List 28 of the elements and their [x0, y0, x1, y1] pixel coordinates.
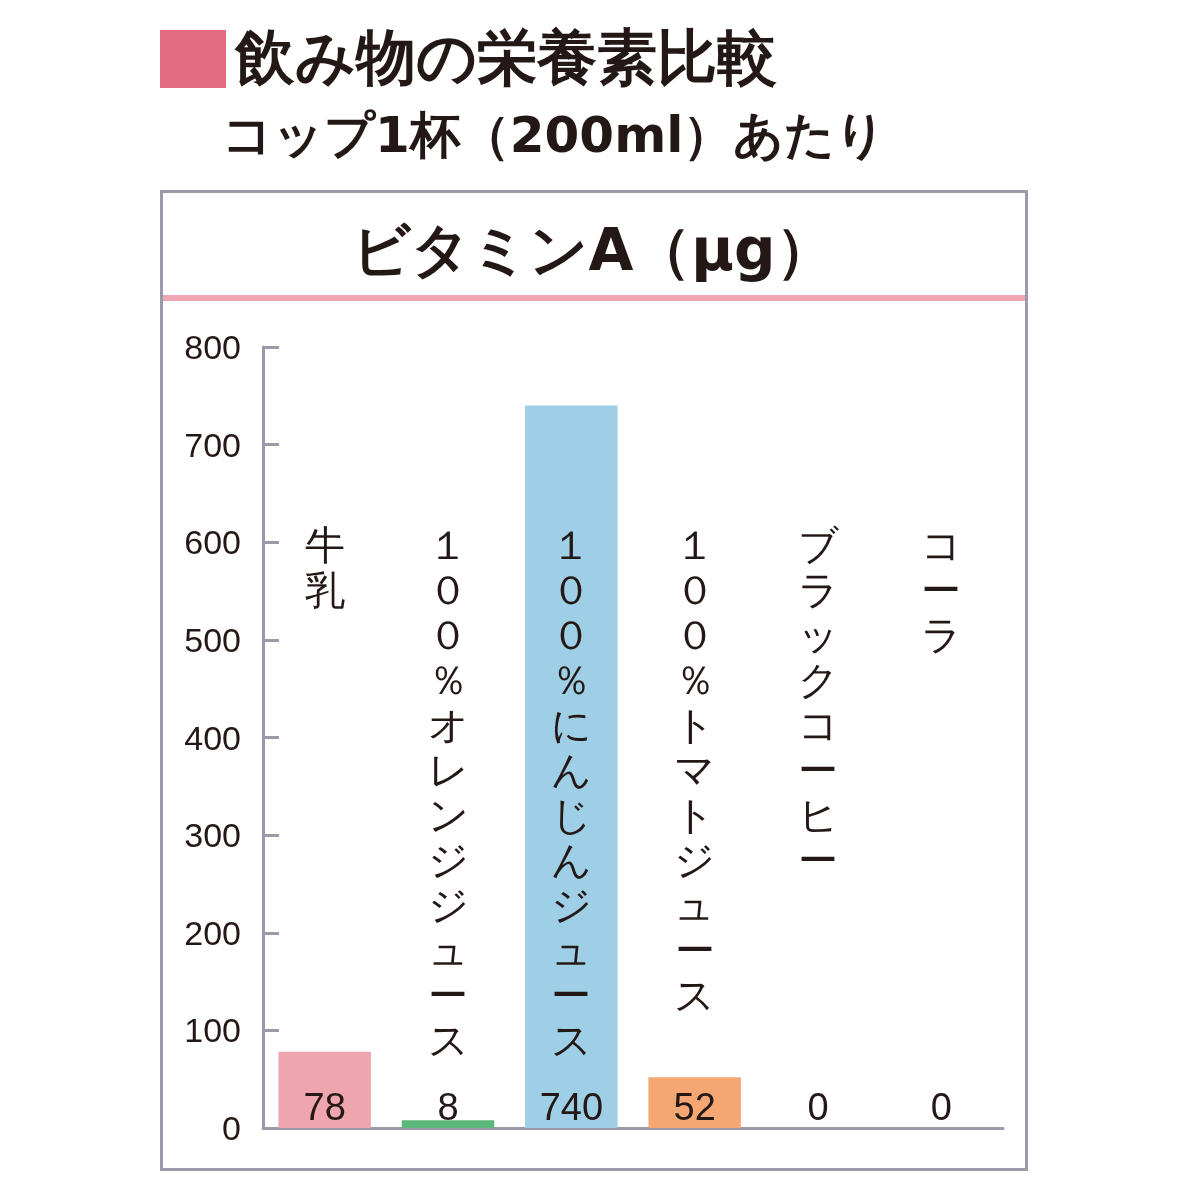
category-label: １００％にんじんジュース — [550, 522, 592, 1062]
y-tick-label: 0 — [222, 1109, 241, 1147]
y-axis-title: ビタミンA（μg） — [351, 215, 835, 286]
chart-subtitle: コップ1杯（200ml）あたり — [222, 105, 887, 166]
y-tick-label: 800 — [184, 328, 241, 366]
data-label: 8 — [437, 1086, 459, 1128]
y-tick-label: 200 — [184, 913, 241, 952]
y-tick-label: 400 — [184, 718, 241, 757]
bar — [648, 1077, 741, 1128]
category-label: １００％トマトジュース — [674, 522, 716, 1017]
data-label: 0 — [930, 1086, 952, 1128]
data-label: 0 — [807, 1086, 829, 1128]
category-label: １００％オレンジジュース — [427, 522, 469, 1062]
chart-title: 飲み物の栄養素比較 — [235, 21, 777, 94]
bar — [401, 1120, 495, 1128]
data-label: 740 — [539, 1086, 604, 1128]
x-tick-label: 牛乳 — [304, 522, 345, 612]
data-label: 78 — [303, 1086, 346, 1128]
x-tick-label: コーラ — [920, 522, 962, 657]
x-tick-label: ブラックコーヒー — [797, 522, 839, 882]
y-tick-label: 300 — [184, 816, 241, 855]
y-tick-label: 500 — [184, 620, 241, 659]
bar — [278, 1051, 371, 1128]
y-tick-label: 600 — [184, 523, 241, 562]
y-tick-label: 100 — [184, 1011, 241, 1050]
data-label: 52 — [673, 1086, 716, 1128]
y-tick-label: 700 — [184, 425, 241, 464]
bar — [525, 405, 618, 1128]
